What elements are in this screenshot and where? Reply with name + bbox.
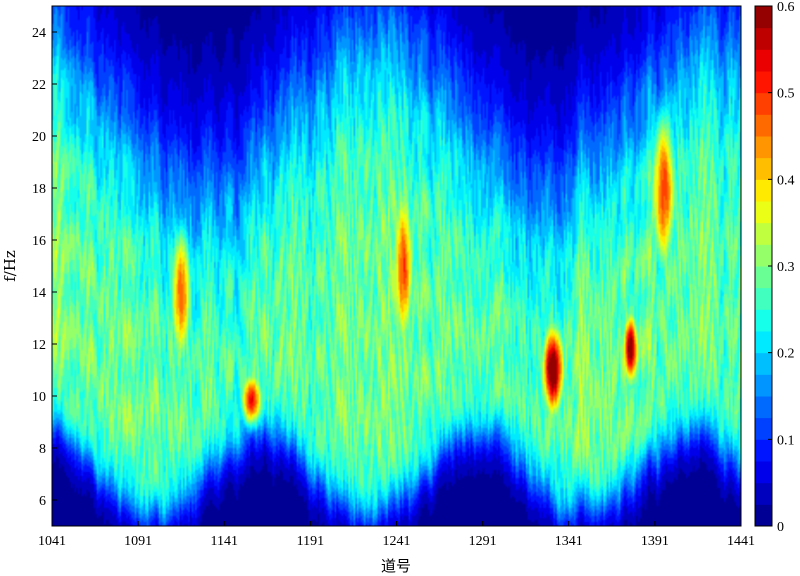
colorbar-swatch	[755, 331, 772, 354]
x-tick-label: 1141	[211, 534, 238, 549]
y-tick-label: 16	[32, 234, 46, 249]
colorbar-swatch	[755, 92, 772, 115]
x-tick-label: 1341	[555, 534, 583, 549]
y-tick-label: 6	[39, 494, 46, 509]
colorbar-swatch	[755, 266, 772, 289]
colorbar-tick-label: 0	[777, 520, 784, 535]
colorbar-swatch	[755, 179, 772, 202]
colorbar-tick-label: 0.2	[777, 347, 795, 362]
colorbar-swatch	[755, 157, 772, 180]
colorbar-swatch	[755, 6, 772, 29]
colorbar-swatch	[755, 49, 772, 72]
colorbar-swatch	[755, 27, 772, 50]
colorbar-swatch	[755, 136, 772, 159]
y-tick-label: 14	[32, 286, 46, 301]
colorbar-ticks: 0 0.1 0.2 0.3 0.4 0.5 0.6	[768, 0, 795, 535]
x-tick-label: 1191	[297, 534, 324, 549]
x-tick-label: 1091	[124, 534, 152, 549]
colorbar-swatch	[755, 439, 772, 462]
plot-area: 1041 1091 1141 1191 1241 1291 1341 1391 1441 6 8 1…	[32, 5, 755, 549]
x-tick-label: 1441	[727, 534, 755, 549]
colorbar-swatch	[755, 352, 772, 375]
y-tick-label: 18	[32, 182, 46, 197]
x-tick-label: 1241	[383, 534, 411, 549]
colorbar-swatch	[755, 374, 772, 397]
y-axis-ticks: 6 8 10 12 14 16 18 20 22 24	[32, 26, 57, 509]
colorbar-swatch	[755, 244, 772, 267]
colorbar-swatch	[755, 461, 772, 484]
y-tick-label: 20	[32, 130, 46, 145]
y-axis-label: f/Hz	[1, 250, 19, 282]
colorbar-tick-label: 0.6	[777, 0, 795, 15]
x-tick-label: 1391	[641, 534, 669, 549]
colorbar-tick-label: 0.1	[777, 433, 795, 448]
x-axis-label: 道号	[381, 557, 411, 575]
colorbar: 0 0.1 0.2 0.3 0.4 0.5 0.6	[754, 0, 795, 535]
x-axis-ticks: 1041 1091 1141 1191 1241 1291 1341 1391 1441	[38, 521, 755, 549]
x-tick-label: 1041	[38, 534, 66, 549]
colorbar-swatch	[755, 482, 772, 505]
colorbar-swatch	[755, 396, 772, 419]
colorbar-swatch	[755, 309, 772, 332]
colorbar-swatches	[755, 6, 772, 527]
colorbar-tick-label: 0.5	[777, 87, 795, 102]
y-tick-label: 12	[32, 338, 46, 353]
colorbar-swatch	[755, 222, 772, 245]
y-tick-label: 8	[39, 442, 46, 457]
colorbar-swatch	[755, 417, 772, 440]
colorbar-tick-label: 0.4	[777, 173, 795, 188]
y-tick-label: 24	[32, 26, 46, 41]
colorbar-swatch	[755, 71, 772, 94]
x-tick-label: 1291	[469, 534, 497, 549]
colorbar-swatch	[755, 201, 772, 224]
y-tick-label: 10	[32, 390, 46, 405]
y-tick-label: 22	[32, 78, 46, 93]
colorbar-swatch	[755, 287, 772, 310]
colorbar-swatch	[755, 114, 772, 137]
heatmap-surface	[52, 6, 741, 526]
colorbar-swatch	[755, 504, 772, 527]
colorbar-tick-label: 0.3	[777, 260, 795, 275]
